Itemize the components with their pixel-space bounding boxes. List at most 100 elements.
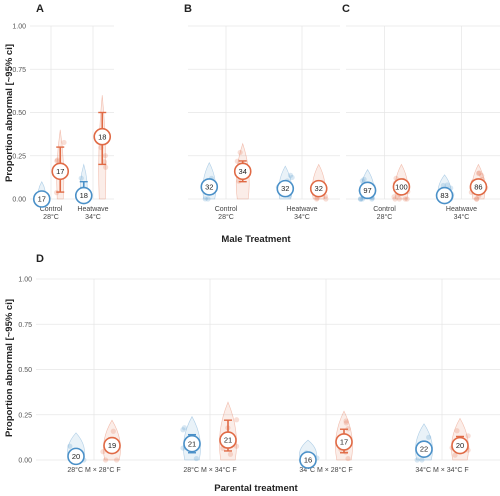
sample-size-label: 32 bbox=[205, 182, 213, 191]
data-point bbox=[414, 457, 420, 463]
y-axis-title-bottom: Proportion abnormal [~95% ci] bbox=[4, 299, 15, 437]
y-tick-label: 0.75 bbox=[12, 67, 26, 74]
estimate-marker bbox=[451, 436, 469, 455]
panel-d: D 0.00 0.25 0.50 0.75 1.00 28°C M × 28°C F 20 19… bbox=[18, 253, 500, 474]
data-point bbox=[234, 158, 240, 164]
estimate-marker bbox=[103, 436, 121, 455]
data-point bbox=[78, 175, 84, 181]
data-point bbox=[396, 196, 402, 202]
data-point bbox=[202, 196, 208, 202]
data-point bbox=[110, 428, 116, 434]
x-tick-label: Heatwave bbox=[446, 206, 477, 213]
estimate-marker bbox=[299, 451, 317, 469]
data-point bbox=[193, 455, 199, 462]
data-point bbox=[465, 433, 471, 439]
x-axis-title-top: Male Treatment bbox=[221, 234, 291, 245]
data-point bbox=[287, 172, 294, 178]
y-tick-label: 0.25 bbox=[12, 153, 26, 160]
data-point bbox=[357, 196, 364, 202]
data-point bbox=[181, 425, 188, 431]
estimate-marker bbox=[309, 179, 328, 198]
data-point bbox=[114, 457, 120, 463]
x-tick-label: Heatwave bbox=[286, 206, 317, 213]
estimate-marker bbox=[469, 178, 488, 196]
data-point bbox=[237, 149, 243, 156]
sample-size-label: 22 bbox=[420, 445, 428, 454]
data-point bbox=[101, 159, 108, 165]
data-point bbox=[103, 164, 109, 170]
sample-size-label: 17 bbox=[38, 195, 46, 204]
data-point bbox=[404, 196, 410, 202]
estimate-marker bbox=[435, 186, 454, 205]
estimate-marker bbox=[219, 431, 237, 449]
data-point bbox=[289, 174, 295, 181]
data-point bbox=[426, 434, 432, 440]
estimate-marker bbox=[51, 162, 70, 181]
y-tick-label: 0.25 bbox=[18, 412, 32, 419]
estimate-marker bbox=[233, 162, 252, 181]
sample-size-label: 16 bbox=[304, 456, 312, 465]
data-point bbox=[234, 417, 240, 423]
data-point bbox=[314, 196, 320, 202]
estimate-marker bbox=[74, 186, 93, 205]
y-axis-title-top: Proportion abnormal [~95% ci] bbox=[4, 44, 15, 182]
estimate-marker bbox=[392, 178, 411, 196]
data-point bbox=[419, 457, 425, 463]
data-point bbox=[454, 428, 460, 434]
data-point bbox=[205, 196, 211, 202]
data-point bbox=[67, 443, 73, 449]
data-point bbox=[180, 427, 186, 433]
x-tick-label: Heatwave bbox=[77, 206, 108, 213]
y-tick-label: 0.75 bbox=[18, 322, 32, 329]
data-point bbox=[479, 173, 485, 179]
sample-size-label: 34 bbox=[239, 167, 247, 176]
data-point bbox=[343, 418, 349, 424]
data-point bbox=[474, 196, 480, 202]
sample-size-label: 19 bbox=[108, 441, 116, 450]
sample-size-label: 32 bbox=[281, 184, 289, 193]
sample-size-label: 17 bbox=[56, 167, 64, 176]
x-tick-label: Control bbox=[215, 206, 238, 213]
panel-letter: C bbox=[342, 3, 350, 15]
x-tick-label: Control bbox=[373, 206, 396, 213]
x-tick-label: Control bbox=[40, 206, 63, 213]
data-point bbox=[358, 196, 364, 202]
sample-size-label: 83 bbox=[440, 191, 448, 200]
data-point bbox=[345, 455, 351, 462]
sample-size-label: 32 bbox=[315, 184, 323, 193]
y-tick-label: 0.00 bbox=[18, 458, 32, 465]
estimate-marker bbox=[415, 440, 433, 458]
x-axis-title-bottom: Parental treatment bbox=[214, 483, 298, 494]
panel-letter: D bbox=[36, 253, 44, 265]
data-point bbox=[476, 170, 482, 176]
data-point bbox=[402, 196, 408, 202]
y-tick-label: 1.00 bbox=[12, 24, 26, 31]
x-tick-label: 34°C bbox=[294, 213, 310, 221]
x-tick-label: 34°C M × 28°C F bbox=[299, 466, 352, 474]
data-point bbox=[100, 449, 106, 455]
data-point bbox=[54, 158, 60, 164]
data-point bbox=[391, 194, 397, 200]
data-point bbox=[102, 457, 109, 463]
estimate-marker bbox=[335, 433, 353, 451]
plot-layer: A0.000.250.500.751.00Control28°C1717Heat… bbox=[12, 3, 500, 474]
estimate-marker bbox=[200, 178, 219, 196]
panel-letter: B bbox=[184, 3, 192, 15]
estimate-marker bbox=[67, 447, 85, 466]
data-point bbox=[392, 196, 398, 202]
y-tick-label: 0.50 bbox=[18, 367, 32, 374]
data-point bbox=[343, 420, 349, 426]
data-point bbox=[227, 451, 234, 457]
data-point bbox=[444, 182, 450, 188]
data-point bbox=[102, 153, 108, 159]
estimate-marker bbox=[32, 190, 51, 208]
data-point bbox=[452, 452, 458, 458]
x-tick-label: 34°C bbox=[454, 213, 470, 221]
data-point bbox=[473, 196, 480, 202]
sample-size-label: 21 bbox=[188, 439, 196, 448]
x-tick-label: 28°C M × 34°C F bbox=[183, 466, 236, 474]
y-tick-label: 0.00 bbox=[12, 197, 26, 204]
sample-size-label: 86 bbox=[474, 182, 482, 191]
